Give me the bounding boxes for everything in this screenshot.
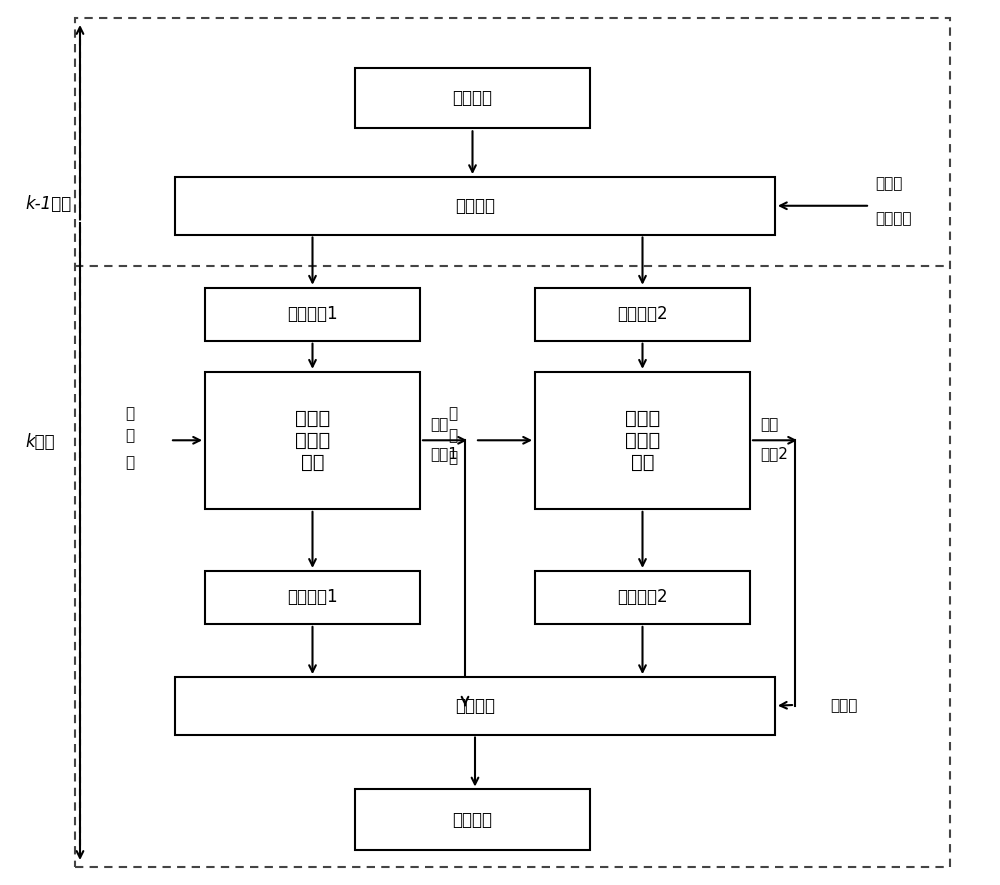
Text: 权重1: 权重1 bbox=[430, 446, 458, 461]
Text: 归一化: 归一化 bbox=[830, 698, 857, 713]
Bar bbox=[355, 68, 590, 128]
Text: 模型权重: 模型权重 bbox=[875, 212, 912, 227]
Bar bbox=[205, 372, 420, 509]
Text: 模型输出2: 模型输出2 bbox=[617, 589, 668, 606]
Text: 归一化: 归一化 bbox=[875, 176, 902, 191]
Text: 量: 量 bbox=[125, 455, 135, 470]
Text: 低动态
车轮力
模型: 低动态 车轮力 模型 bbox=[295, 409, 330, 472]
Text: 量: 量 bbox=[448, 450, 457, 466]
Text: 模型: 模型 bbox=[760, 417, 778, 432]
Bar bbox=[75, 18, 950, 867]
Bar bbox=[535, 372, 750, 509]
Bar bbox=[175, 177, 775, 235]
Bar bbox=[535, 571, 750, 624]
Text: 模型输入2: 模型输入2 bbox=[617, 305, 668, 323]
Text: 权重2: 权重2 bbox=[760, 446, 788, 461]
Text: 输出融合: 输出融合 bbox=[455, 696, 495, 715]
Text: k时刻: k时刻 bbox=[25, 434, 55, 451]
Text: 模型输出1: 模型输出1 bbox=[287, 589, 338, 606]
Text: 模型输入1: 模型输入1 bbox=[287, 305, 338, 323]
Bar bbox=[205, 571, 420, 624]
Text: 滤波结果: 滤波结果 bbox=[452, 811, 492, 828]
Text: 模型: 模型 bbox=[430, 417, 448, 432]
Bar bbox=[205, 288, 420, 341]
Text: 测: 测 bbox=[448, 428, 457, 443]
Text: k-1时刻: k-1时刻 bbox=[25, 195, 71, 212]
Bar bbox=[535, 288, 750, 341]
Text: 观: 观 bbox=[448, 406, 457, 421]
Text: 测: 测 bbox=[125, 428, 135, 443]
Text: 输入交互: 输入交互 bbox=[455, 196, 495, 215]
Bar bbox=[175, 677, 775, 735]
Text: 高动态
车轮力
模型: 高动态 车轮力 模型 bbox=[625, 409, 660, 472]
Text: 观: 观 bbox=[125, 406, 135, 421]
Bar bbox=[355, 789, 590, 850]
Text: 滤波结果: 滤波结果 bbox=[452, 89, 492, 107]
